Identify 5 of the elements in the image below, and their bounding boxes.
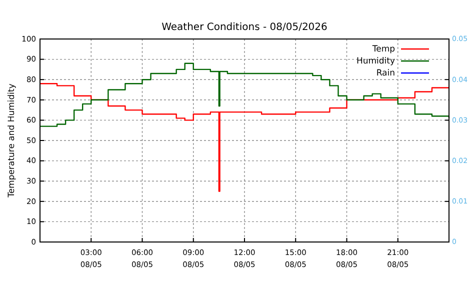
legend-label: Rain [376, 68, 395, 79]
legend-label: Temp [371, 44, 395, 55]
chart-title: Weather Conditions - 08/05/2026 [162, 22, 328, 33]
y-axis-title: Temperature and Humidity [7, 84, 17, 198]
legend-label: Humidity [356, 56, 395, 67]
